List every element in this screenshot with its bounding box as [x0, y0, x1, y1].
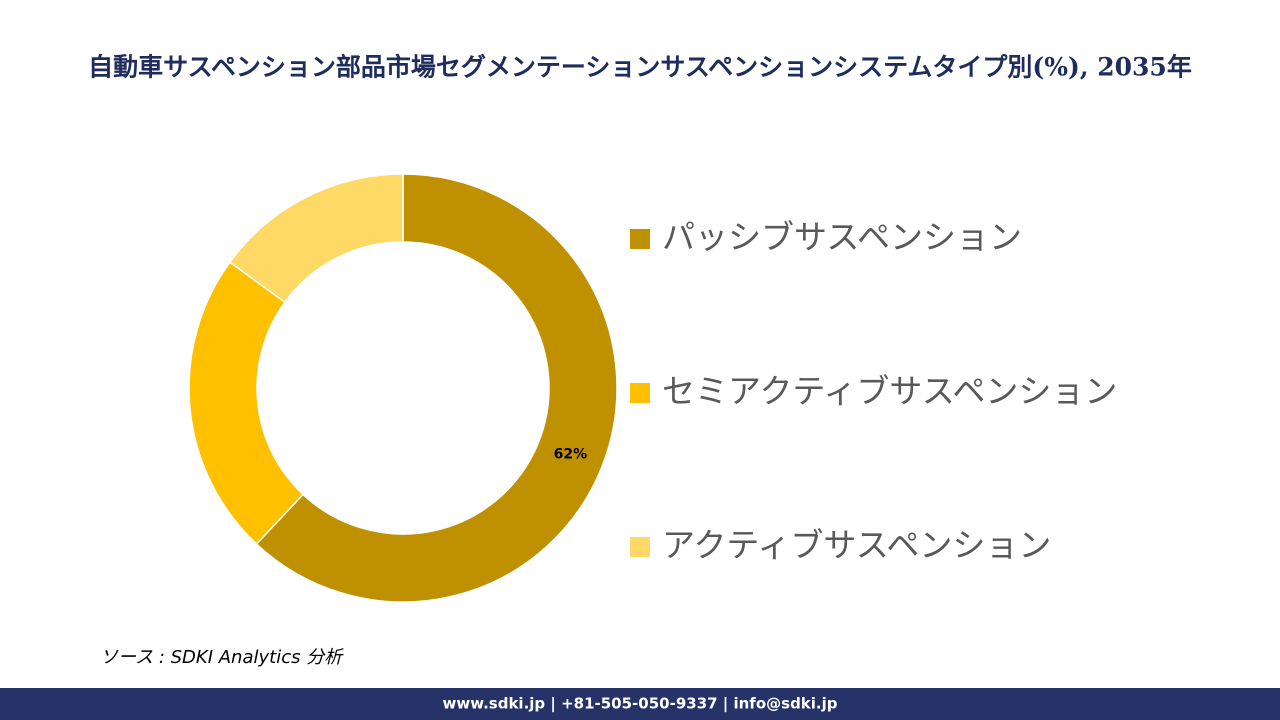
donut-slice	[228, 173, 404, 304]
source: ソース : SDKI Analytics 分析	[100, 647, 344, 668]
legend-label: セミアクティブサスペンション	[662, 372, 1117, 411]
donut-slice	[188, 261, 305, 546]
legend-label: パッシブサスペンション	[662, 218, 1022, 257]
legend-swatch	[630, 229, 650, 249]
data-label: 62%	[554, 446, 588, 462]
legend-label: アクティブサスペンション	[662, 526, 1051, 565]
chart-title: 自動車サスペンション部品市場セグメンテーションサスペンションシステムタイプ別(%…	[88, 53, 1192, 82]
footer-bar	[0, 688, 1280, 720]
donut-slice	[255, 173, 618, 603]
legend-swatch	[630, 383, 650, 403]
legend-swatch	[630, 537, 650, 557]
footer-text: www.sdki.jp | +81-505-050-9337 | info@sd…	[442, 695, 837, 714]
